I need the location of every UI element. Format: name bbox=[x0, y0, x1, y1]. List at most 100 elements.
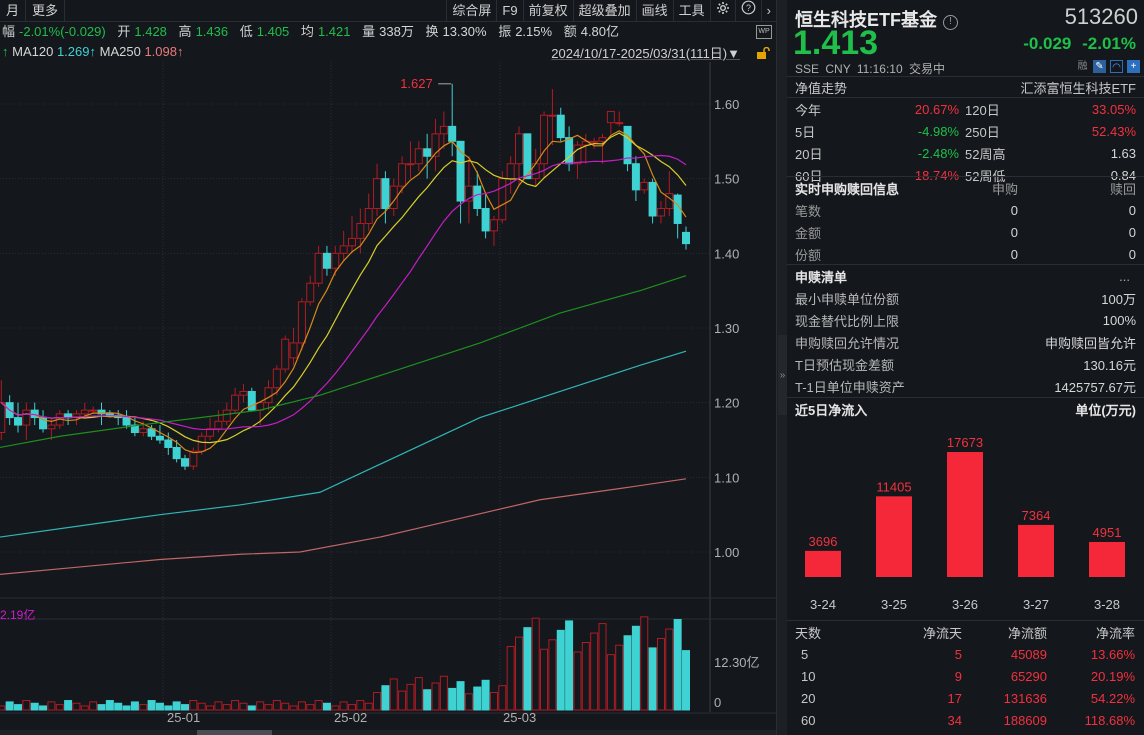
volume-bar bbox=[364, 702, 373, 711]
expand-panel-icon[interactable]: » bbox=[778, 335, 787, 415]
volume-bar bbox=[239, 702, 248, 711]
high-value: 1.436 bbox=[195, 24, 229, 39]
candlestick-chart[interactable]: 1.60 1.50 1.40 1.30 1.20 1.10 1.00 1.627 25-01 25… bbox=[0, 62, 776, 730]
composite-screen-button[interactable]: 综合屏 bbox=[446, 0, 496, 22]
ma-line bbox=[0, 478, 687, 575]
candle bbox=[331, 252, 340, 269]
ma-line bbox=[0, 275, 687, 449]
candle bbox=[272, 368, 281, 389]
tools-button[interactable]: 工具 bbox=[672, 0, 710, 22]
ma120-label: MA120 bbox=[12, 44, 54, 59]
flow-table: 天数 净流天 净流额 净流率 5 5 45089 13.66% 10 9 65290 20.1… bbox=[787, 620, 1144, 731]
trading-status: 交易中 bbox=[909, 62, 946, 76]
redemption-label: 现金替代比例上限 bbox=[795, 313, 900, 329]
volume-bar bbox=[206, 705, 215, 711]
change-percent: -2.01% bbox=[1082, 34, 1136, 53]
candle bbox=[456, 140, 465, 202]
candle bbox=[239, 390, 248, 396]
amount-label: 额 bbox=[563, 24, 577, 39]
add-icon[interactable]: + bbox=[1127, 60, 1140, 73]
forward-adjust-button[interactable]: 前复权 bbox=[522, 0, 573, 22]
col-redeem: 赎回 bbox=[1109, 181, 1136, 197]
volume-bar bbox=[139, 704, 148, 711]
volume-bar bbox=[97, 704, 106, 711]
volume-bar bbox=[439, 675, 448, 711]
net-inflow-bar-chart: 3696 3-24 11405 3-25 17673 3-26 7364 3-27 4951 3-… bbox=[805, 435, 1125, 612]
high-label: 高 bbox=[178, 24, 192, 39]
bell-icon[interactable]: ◠ bbox=[1110, 60, 1123, 73]
candle bbox=[448, 125, 457, 142]
y-tick-label: 1.10 bbox=[714, 470, 739, 485]
edit-icon[interactable]: ✎ bbox=[1093, 60, 1106, 73]
volume-bar bbox=[506, 646, 515, 711]
candle bbox=[631, 163, 640, 191]
chart-toolbar: 月 更多 综合屏 F9 前复权 超级叠加 画线 工具 ? › bbox=[0, 0, 776, 22]
volume-label: 量 bbox=[362, 24, 376, 39]
net-days: 17 bbox=[947, 690, 962, 706]
net-rate: 20.19% bbox=[1090, 668, 1135, 684]
candle bbox=[590, 140, 599, 143]
quote-time: 11:16:10 bbox=[856, 62, 903, 76]
volume-bar bbox=[0, 705, 6, 711]
redemption-value: 1425757.67元 bbox=[1054, 379, 1136, 395]
net-rate: 13.66% bbox=[1090, 646, 1135, 662]
inflow-date: 3-27 bbox=[1023, 597, 1049, 612]
chevron-right-icon[interactable]: › bbox=[760, 0, 776, 22]
volume-bar bbox=[665, 628, 674, 711]
redemption-row: 最小申赎单位份额 100万 bbox=[787, 287, 1144, 309]
candle bbox=[47, 424, 56, 430]
volume-bar bbox=[222, 704, 231, 711]
candle bbox=[14, 417, 22, 426]
inflow-unit: 单位(万元) bbox=[1075, 402, 1136, 418]
chart-scrollbar-thumb[interactable] bbox=[197, 730, 272, 735]
redemption-row: T-1日单位申赎资产 1425757.67元 bbox=[787, 375, 1144, 397]
candle bbox=[515, 133, 523, 165]
nav-section: 净值走势 汇添富恒生科技ETF 今年 20.67% 120日 33.05% 5日 -4.98… bbox=[787, 76, 1144, 186]
redemption-label: T-1日单位申赎资产 bbox=[795, 379, 905, 395]
redemption-row: 申购赎回允许情况 申购赎回皆允许 bbox=[787, 331, 1144, 353]
gear-icon[interactable] bbox=[709, 0, 735, 22]
chart-scrollbar[interactable] bbox=[0, 730, 776, 735]
volume-bar bbox=[122, 705, 131, 711]
redemption-label: T日预估现金差额 bbox=[795, 357, 894, 373]
question-icon[interactable]: ? bbox=[734, 0, 761, 22]
lock-icon[interactable] bbox=[756, 46, 770, 59]
inflow-bar bbox=[947, 452, 983, 577]
super-overlay-button[interactable]: 超级叠加 bbox=[572, 0, 636, 22]
change-amount: -0.029 bbox=[1023, 34, 1072, 53]
volume-bar bbox=[348, 704, 356, 711]
margin-badge[interactable]: 融 bbox=[1077, 61, 1088, 72]
volume-bar bbox=[573, 651, 582, 711]
volume-bar bbox=[164, 705, 173, 711]
realtime-label: 笔数 bbox=[795, 203, 822, 219]
up-arrow-icon: ↑ bbox=[2, 44, 9, 59]
volume-bar bbox=[565, 620, 574, 711]
more-button[interactable]: 更多 bbox=[26, 0, 66, 22]
more-icon[interactable]: ... bbox=[1119, 268, 1130, 284]
candle bbox=[222, 409, 231, 422]
volume-bar bbox=[155, 702, 164, 711]
draw-line-button[interactable]: 画线 bbox=[635, 0, 673, 22]
candle bbox=[606, 110, 615, 124]
avg-label: 均 bbox=[300, 24, 314, 39]
flow-row: 20 17 131636 54.22% bbox=[787, 687, 1144, 709]
info-icon[interactable]: ! bbox=[943, 15, 958, 30]
fund-title: 恒生科技ETF基金! bbox=[795, 6, 958, 32]
buy-value: 0 bbox=[1010, 246, 1018, 262]
volume-bar bbox=[590, 632, 599, 711]
period-month-button[interactable]: 月 bbox=[0, 0, 27, 22]
f9-button[interactable]: F9 bbox=[496, 0, 522, 22]
svg-text:?: ? bbox=[746, 3, 751, 13]
candle bbox=[573, 144, 582, 165]
volume-bar bbox=[172, 701, 181, 711]
date-range-selector[interactable]: 2024/10/17-2025/03/31(111日)▼ bbox=[551, 46, 740, 61]
redeem-value: 0 bbox=[1128, 246, 1136, 262]
volume-bar bbox=[181, 704, 189, 711]
wp-monitor-icon[interactable]: WP bbox=[756, 25, 772, 39]
amplitude-value: 2.15% bbox=[515, 24, 553, 39]
ma120-value: 1.269↑ bbox=[56, 44, 96, 59]
nav-period: 今年 bbox=[795, 102, 822, 118]
candle bbox=[598, 137, 607, 142]
volume-bar bbox=[89, 701, 98, 711]
candle bbox=[314, 252, 323, 284]
